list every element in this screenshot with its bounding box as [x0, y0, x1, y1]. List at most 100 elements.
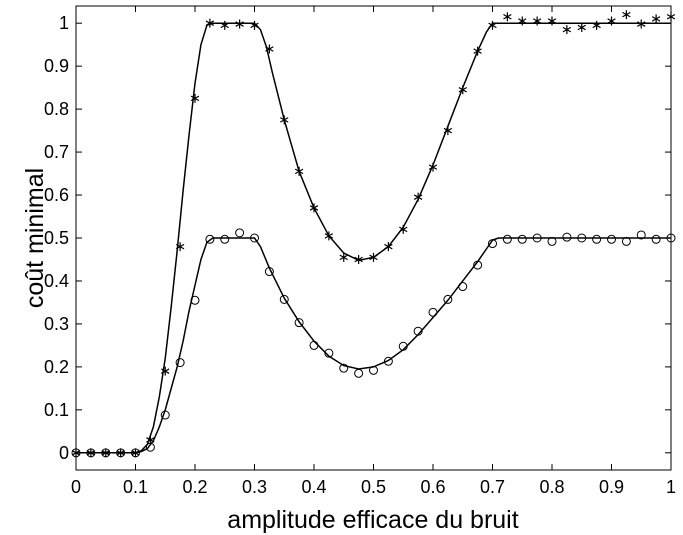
series-1-asterisk-marker [101, 448, 110, 458]
series-1-asterisk-marker [265, 44, 274, 54]
x-tick-label: 0.9 [599, 477, 624, 497]
y-axis-label: coût minimal [21, 168, 49, 308]
series-2-circle-marker [220, 234, 230, 244]
series-2-circle-marker [488, 239, 497, 249]
x-tick-label: 0 [71, 477, 81, 497]
series-1-asterisk-marker [666, 12, 676, 22]
y-tick-label: 0.6 [44, 185, 69, 205]
series-1-asterisk-marker [413, 192, 423, 202]
y-tick-label: 0.2 [44, 357, 69, 377]
y-axis-ticks: 0 0.1 0.2 0.3 0.4 0.5 0.6 0.7 0.8 0.9 1 [44, 13, 671, 463]
series-1-asterisk-marker [71, 448, 81, 458]
series-2-circle-marker [547, 236, 557, 246]
series-2-circle-marker [324, 348, 334, 358]
series-2-circle-marker [131, 448, 140, 458]
series-2-circle-marker [354, 368, 364, 378]
series-2-circle-marker [175, 358, 185, 368]
series-2-circle-marker [428, 307, 438, 317]
x-tick-label: 0.7 [480, 477, 505, 497]
series-2-circle-marker [458, 282, 468, 292]
series-1-asterisk-marker [443, 126, 453, 136]
series-2-circle-marker [339, 363, 349, 373]
y-tick-label: 0.3 [44, 314, 69, 334]
series-2-circle-marker [250, 233, 259, 243]
series-1-asterisk-marker [592, 20, 601, 30]
series-2-circle-marker [101, 448, 111, 458]
y-tick-label: 0.1 [44, 400, 69, 420]
series-2-circle-marker [205, 234, 215, 244]
series-2-circle-marker [502, 234, 512, 244]
series-1-asterisk-marker [473, 46, 482, 56]
series-1-asterisk-marker [651, 14, 661, 24]
series-2-circle-marker [636, 230, 646, 240]
y-tick-label: 1 [59, 13, 69, 33]
series-2-circle-marker [235, 228, 245, 238]
series-2-circle-marker [264, 267, 274, 277]
series-1-asterisk-marker [518, 16, 527, 26]
series-1-asterisk-marker [369, 252, 378, 262]
x-axis-label: amplitude efficace du bruit [227, 506, 518, 534]
series-2-circle-marker [413, 326, 423, 336]
series-2-circle-marker [577, 233, 587, 243]
series-2-circle-marker [116, 448, 126, 458]
series-1-asterisk-marker [339, 252, 348, 262]
series-2-fit-line [76, 237, 671, 454]
series-1-asterisk-marker [175, 242, 185, 252]
series-1-asterisk-marker [161, 366, 170, 376]
series-1-asterisk-marker [399, 224, 408, 234]
series-2-circle-marker [86, 448, 96, 458]
series-1-asterisk-marker [294, 166, 304, 176]
series-1-asterisk-marker [562, 25, 572, 35]
x-tick-label: 0.1 [123, 477, 148, 497]
series-1-asterisk-marker [577, 22, 586, 32]
series-2-circle-marker [562, 232, 572, 242]
series-2-circle-marker [279, 294, 289, 304]
series-1-asterisk-marker [503, 12, 512, 22]
y-tick-label: 0 [59, 443, 69, 463]
series-1-asterisk-marker [458, 85, 467, 95]
series-1-asterisk-marker [384, 242, 393, 252]
series-2-circle-marker [383, 356, 393, 366]
series-1-asterisk-marker [131, 448, 140, 458]
series-1-asterisk-marker [116, 448, 125, 458]
x-tick-label: 0.6 [420, 477, 445, 497]
y-tick-label: 0.4 [44, 271, 69, 291]
x-tick-label: 0.3 [242, 477, 267, 497]
series-2-circle-marker [592, 234, 602, 244]
series-1-asterisk-marker [622, 10, 631, 20]
series-1-asterisk-marker [86, 448, 96, 458]
series-1-asterisk-marker [428, 162, 438, 172]
series-1-asterisk-marker [220, 20, 229, 30]
series-2-circle-marker [666, 233, 676, 243]
series-2-circle-marker [190, 295, 200, 305]
y-tick-label: 0.7 [44, 142, 69, 162]
series-2-circle-marker [145, 442, 155, 452]
series-2-circle-marker [294, 318, 304, 328]
x-axis-ticks: 0 0.1 0.2 0.3 0.4 0.5 0.6 0.7 0.8 0.9 1 [71, 6, 676, 497]
series-1-asterisk-marker [354, 254, 363, 264]
series-2-circle-marker [309, 340, 319, 350]
series-1-asterisk-marker [280, 115, 289, 125]
x-tick-label: 0.2 [182, 477, 207, 497]
series-1-asterisk-marker [547, 16, 557, 26]
series-2-circle-marker [71, 448, 81, 458]
series-2-circle-marker [369, 365, 378, 375]
y-tick-label: 0.8 [44, 99, 69, 119]
x-tick-label: 0.5 [361, 477, 386, 497]
series-2-circle-marker [651, 234, 661, 244]
series-1-asterisk-marker [250, 20, 259, 30]
series-1-asterisk-marker [532, 16, 542, 26]
series-1-asterisk-marker [235, 19, 244, 29]
series-1-asterisk-marker [607, 16, 616, 26]
series-1-fit-line [76, 22, 671, 454]
series-2-circle-marker [443, 294, 453, 304]
series-2-circle-marker [532, 233, 542, 243]
series-2-circle-marker [607, 234, 616, 244]
series-2-circle-marker [473, 260, 483, 270]
series-1-asterisk-marker [190, 93, 200, 103]
x-tick-label: 1 [666, 477, 676, 497]
y-tick-label: 0.5 [44, 228, 69, 248]
series-2-circle-marker [621, 236, 631, 246]
